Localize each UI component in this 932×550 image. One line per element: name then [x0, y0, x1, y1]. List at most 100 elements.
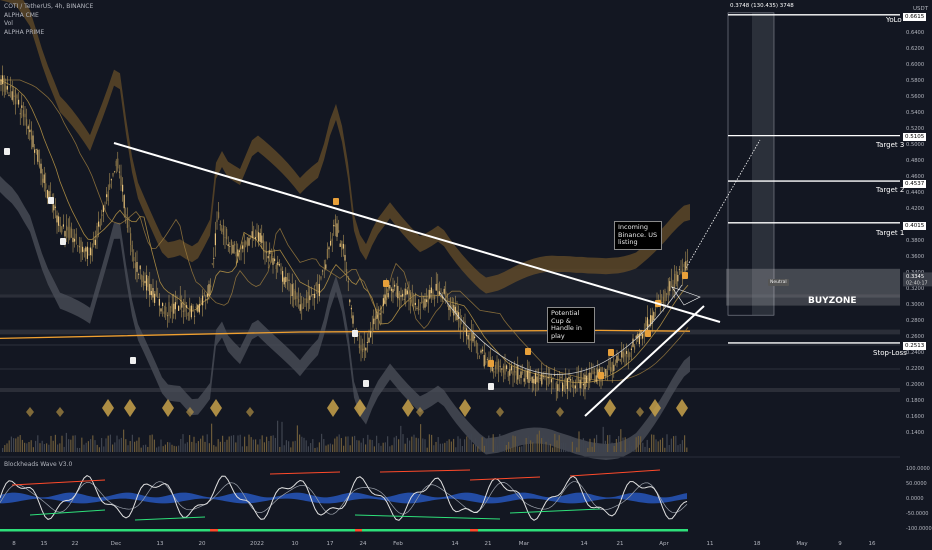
candle-body: [43, 174, 45, 184]
candle-body: [470, 330, 472, 341]
volume-bar: [129, 441, 131, 452]
osc-tick-label: -100.0000: [906, 526, 932, 532]
candle-body: [336, 223, 338, 237]
candle-body: [283, 277, 285, 285]
signal-marker: [645, 330, 651, 337]
signal-diamond: [604, 399, 616, 417]
x-tick-label: 21: [617, 541, 624, 547]
candle-body: [131, 244, 133, 252]
candle-body: [157, 296, 159, 298]
volume-bar: [10, 436, 12, 452]
volume-bar: [332, 444, 334, 452]
volume-bar: [347, 436, 349, 452]
oscillator-title[interactable]: Blockheads Wave V3.0: [4, 461, 73, 468]
volume-bar: [354, 435, 356, 452]
volume-bar: [453, 438, 455, 452]
volume-bar: [24, 442, 26, 452]
candle-body: [418, 299, 420, 311]
signal-diamond: [124, 399, 136, 417]
signal-marker: [525, 348, 531, 355]
candle-body: [2, 75, 4, 85]
volume-bar: [602, 426, 604, 452]
symbol-title[interactable]: COTI / TetherUS, 4h, BINANCE: [4, 3, 94, 10]
candle-body: [522, 372, 524, 373]
candle-body: [59, 224, 61, 232]
volume-bar: [101, 438, 103, 452]
volume-bar: [26, 443, 28, 452]
volume-bar: [578, 431, 580, 452]
listing-note: Incoming Binance. US listing: [614, 221, 662, 250]
candle-body: [475, 341, 477, 347]
candle-body: [262, 240, 264, 250]
candle-body: [234, 243, 236, 246]
candle-body: [150, 291, 152, 296]
candle-body: [394, 284, 396, 287]
candle-body: [395, 292, 397, 297]
y-tick-label: 0.3200: [906, 286, 924, 292]
candle-body: [528, 369, 530, 383]
volume-bar: [464, 439, 466, 452]
y-tick-label: 0.5800: [906, 78, 924, 84]
time-axis[interactable]: 8 15 22 Dec 13 20 2022 10 17 24 Feb 14 21 Mar 14 21 Apr 1…: [12, 541, 876, 547]
volume-bar: [508, 441, 510, 452]
volume-bar: [684, 435, 686, 452]
divergence-bear: [269, 471, 341, 475]
volume-bar: [19, 435, 21, 452]
y-tick-label: 0.6200: [906, 46, 924, 52]
indicator-alpha-prime[interactable]: ALPHA PRIME: [4, 28, 45, 36]
volume-bar: [288, 441, 290, 452]
volume-bar: [255, 439, 257, 452]
volume-bar: [384, 442, 386, 452]
candle-body: [590, 372, 592, 379]
candle-body: [222, 225, 224, 235]
candle-body: [328, 247, 330, 250]
candle-body: [213, 258, 215, 259]
indicator-vol[interactable]: Vol: [4, 20, 13, 28]
volume-bar: [206, 434, 208, 452]
candle-body: [597, 369, 599, 378]
candle-body: [67, 227, 69, 238]
candle-body: [107, 191, 109, 202]
candle-body: [285, 276, 287, 283]
volume-bar: [596, 434, 598, 452]
volume-bar: [497, 445, 499, 452]
volume-bar: [54, 434, 56, 452]
candle-body: [430, 287, 432, 294]
volume-bar: [521, 446, 523, 452]
candle-body: [459, 318, 461, 328]
candle-body: [666, 293, 668, 295]
volume-bar: [428, 434, 430, 452]
oscillator-axis[interactable]: 100.0000 50.0000 0.0000 -50.0000 -100.0000: [906, 466, 932, 532]
trend-strip-red: [470, 529, 478, 532]
volume-bar: [250, 437, 252, 452]
candle-body: [190, 305, 192, 318]
divergence-bear: [379, 469, 471, 473]
candle-body: [634, 345, 636, 350]
indicator-alpha-cme[interactable]: ALPHA CME: [4, 11, 39, 19]
volume-bar: [400, 425, 402, 452]
volume-bar: [50, 435, 52, 452]
x-tick-label: 20: [199, 541, 206, 547]
volume-bar: [314, 447, 316, 452]
candle-body: [424, 298, 426, 308]
trendlines[interactable]: [113, 142, 721, 417]
y-tick-label: 0.4800: [906, 158, 924, 164]
candle-body: [146, 275, 148, 291]
volume-bar: [8, 440, 10, 452]
candle-body: [610, 367, 612, 372]
candle-body: [280, 268, 282, 271]
candle-body: [584, 374, 586, 390]
volume-bar: [622, 437, 624, 452]
candle-body: [582, 383, 584, 386]
volume-bar: [499, 434, 501, 452]
volume-bar: [503, 440, 505, 452]
volume-bar: [307, 446, 309, 452]
candle-body: [334, 218, 336, 227]
candle-body: [379, 313, 381, 315]
candle-body: [403, 298, 405, 300]
volume-bar: [457, 436, 459, 452]
volume-bar: [103, 446, 105, 452]
candle-body: [70, 228, 72, 238]
y-axis-unit: USDT: [913, 6, 929, 12]
